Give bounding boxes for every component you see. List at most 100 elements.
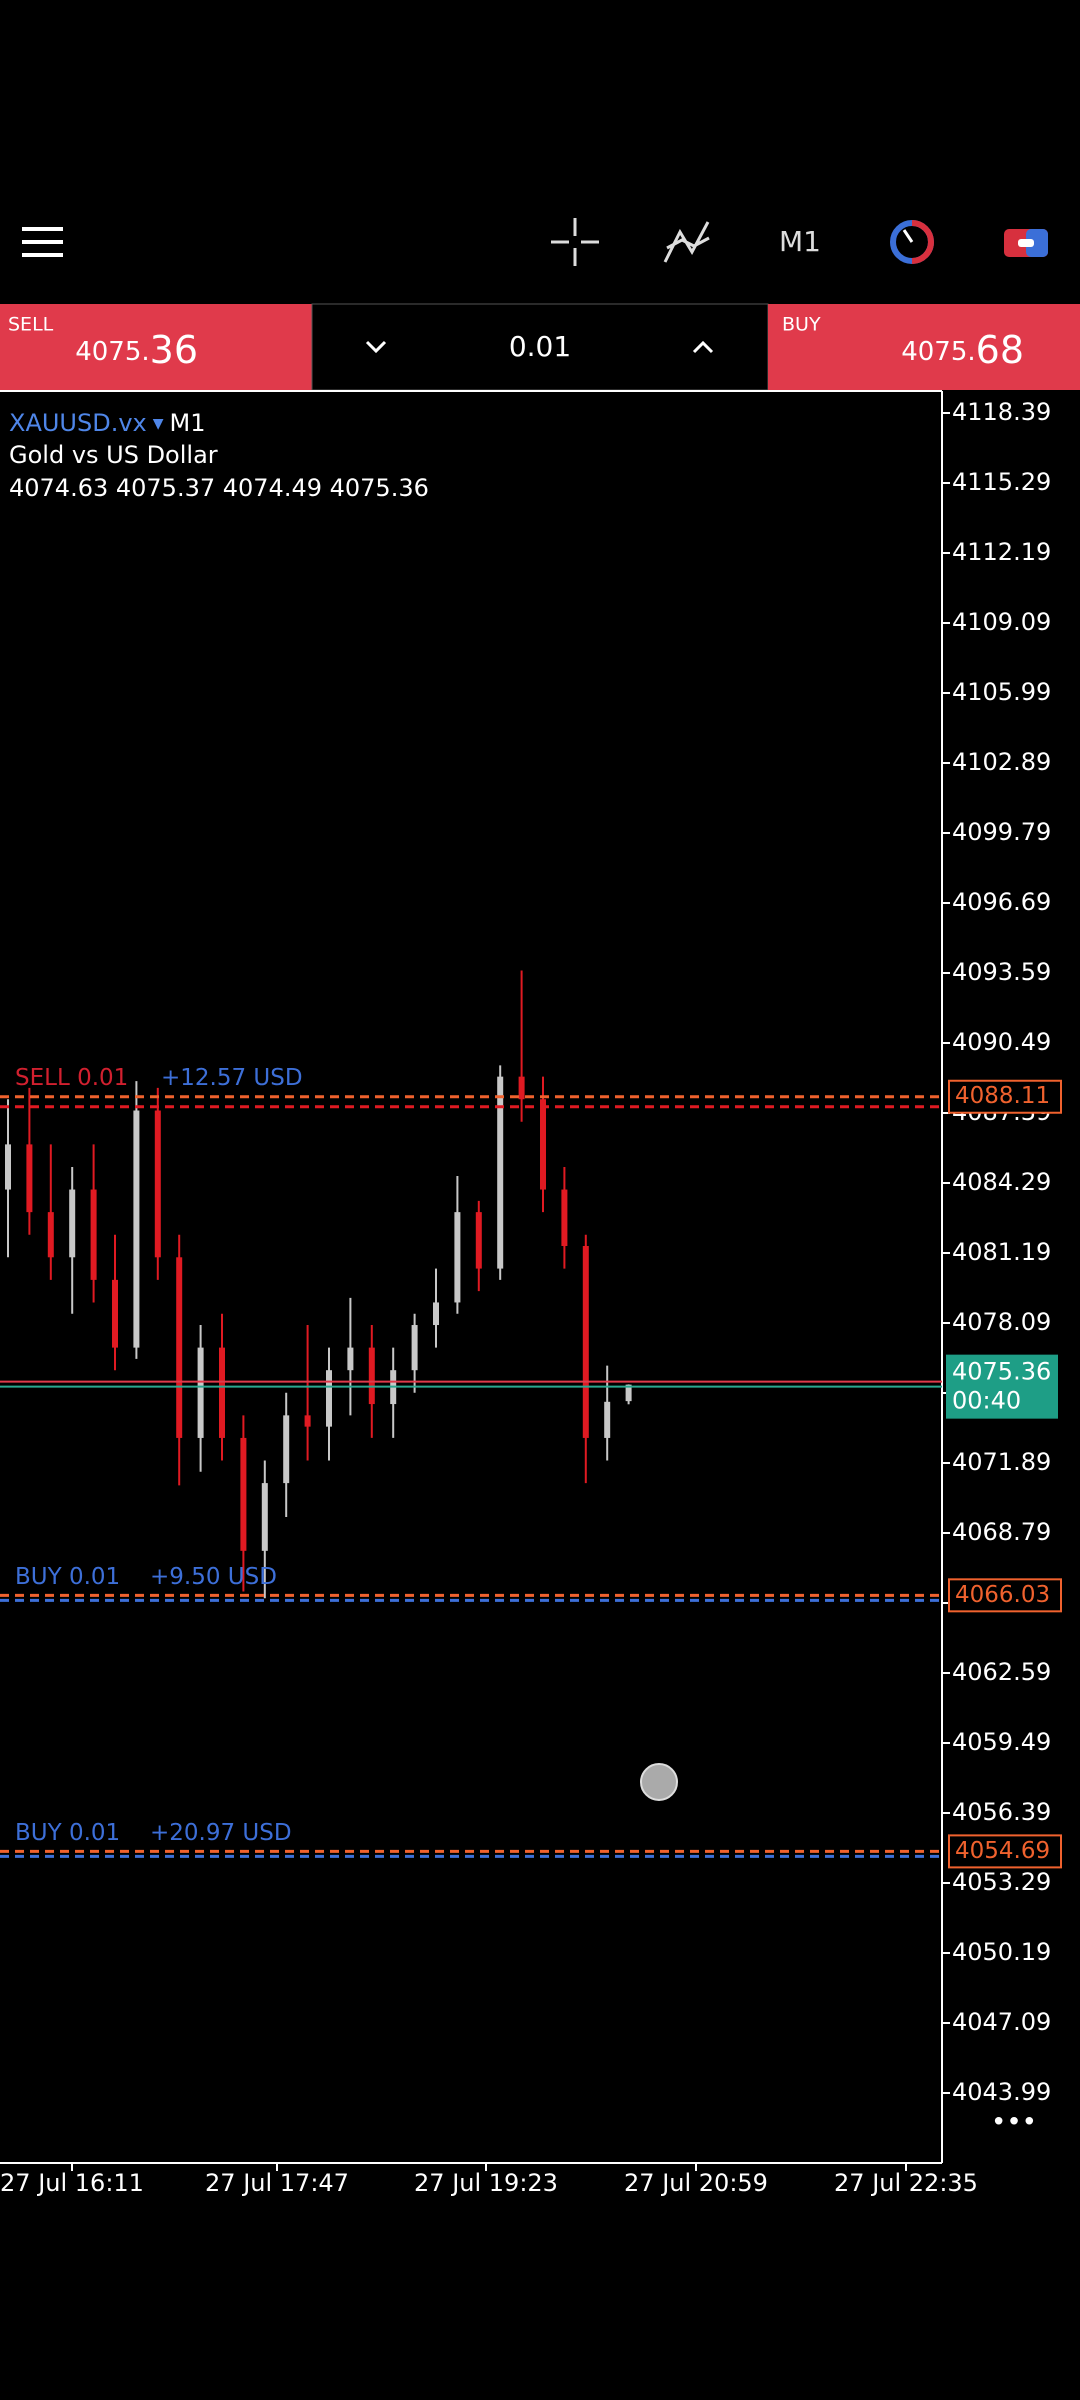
order-price-box <box>948 1079 1062 1114</box>
candle-body <box>197 1347 204 1438</box>
y-tick-label: 4118.39 <box>952 398 1051 426</box>
candle-body <box>540 1099 546 1190</box>
candle-body <box>26 1144 33 1213</box>
y-tick-label: 4093.59 <box>952 958 1051 986</box>
symbol[interactable]: XAUUSD.vx <box>9 409 147 437</box>
clock-button[interactable] <box>890 220 934 264</box>
candle-body <box>475 1212 482 1269</box>
x-tick-label: 27 Jul 19:23 <box>414 2169 558 2197</box>
candle-body <box>304 1415 311 1427</box>
indicators-button[interactable] <box>663 221 710 263</box>
candle-body <box>261 1483 268 1551</box>
order-price-label: 4054.69 <box>955 1838 1050 1864</box>
volume-down[interactable] <box>365 340 387 354</box>
y-tick-label: 4078.09 <box>952 1308 1051 1336</box>
more-button[interactable]: ••• <box>991 2108 1037 2138</box>
y-tick-label: 4050.19 <box>952 1938 1051 1966</box>
candle-body <box>112 1279 118 1348</box>
y-tick-label: 4109.09 <box>952 608 1051 636</box>
y-tick-label: 4059.49 <box>952 1728 1051 1756</box>
trade-button[interactable] <box>1004 229 1048 257</box>
candle-body <box>604 1401 611 1438</box>
candle-body <box>368 1347 375 1405</box>
buy-price: 4075.68 <box>901 328 1024 372</box>
candle-body <box>240 1437 247 1551</box>
y-tick-label: 4053.29 <box>952 1868 1051 1896</box>
candle-body <box>433 1302 439 1326</box>
y-tick-label: 4090.49 <box>952 1028 1051 1056</box>
y-tick-label: 4056.39 <box>952 1798 1051 1826</box>
order-profit: +20.97 USD <box>150 1820 292 1846</box>
volume-panel <box>311 303 769 391</box>
order-side: BUY 0.01 <box>15 1564 120 1590</box>
candle-body <box>154 1110 161 1258</box>
candle-body <box>411 1325 418 1371</box>
order-price-label: 4066.03 <box>955 1582 1050 1608</box>
y-tick-label: 4112.19 <box>952 538 1051 566</box>
y-tick-label: 4043.99 <box>952 2078 1051 2106</box>
buy-button[interactable]: BUY 4075.68 <box>768 304 1080 390</box>
y-tick-label: 4084.29 <box>952 1168 1051 1196</box>
symbol-description: Gold vs US Dollar <box>9 441 218 469</box>
candle-body <box>5 1144 11 1190</box>
candle-body <box>625 1384 632 1402</box>
sell-label: SELL <box>8 314 54 336</box>
volume[interactable]: 0.01 <box>509 330 571 363</box>
sell-price-big: 36 <box>150 328 198 372</box>
sell-price: 4075.36 <box>75 328 198 372</box>
order-profit: +12.57 USD <box>161 1065 303 1091</box>
sell-button[interactable]: SELL 4075.36 <box>0 304 312 390</box>
timeframe-button[interactable]: M1 <box>779 225 821 258</box>
candle-body <box>90 1189 97 1280</box>
candle-body <box>219 1347 225 1438</box>
buy-price-big: 68 <box>976 328 1024 372</box>
y-tick-label: 4102.89 <box>952 748 1051 776</box>
candle-body <box>283 1415 290 1484</box>
y-tick-label: 4047.09 <box>952 2008 1051 2036</box>
candle-body <box>133 1110 140 1348</box>
candle-body <box>582 1246 589 1438</box>
y-tick-label: 4099.79 <box>952 818 1051 846</box>
order-price-box <box>948 1578 1062 1613</box>
order-side: SELL 0.01 <box>15 1065 128 1091</box>
y-tick-label: 4062.59 <box>952 1658 1051 1686</box>
order-side: BUY 0.01 <box>15 1820 120 1846</box>
candle-body <box>176 1257 183 1438</box>
order-price-box <box>948 1834 1062 1869</box>
countdown: 00:40 <box>952 1387 1021 1415</box>
volume-up[interactable] <box>692 340 714 354</box>
candle-body <box>69 1189 76 1258</box>
candle-body <box>347 1347 354 1371</box>
order-price-label: 4088.11 <box>955 1083 1050 1109</box>
ohlc: 4074.63 4075.37 4074.49 4075.36 <box>9 474 429 502</box>
chart-header: XAUUSD.vx ▼ M1 <box>9 409 206 437</box>
x-tick-label: 27 Jul 20:59 <box>624 2169 768 2197</box>
current-price-label: 4075.36 <box>952 1358 1051 1386</box>
chart[interactable]: XAUUSD.vx ▼ M1 Gold vs US Dollar 4074.63 4… <box>0 390 1062 2197</box>
buy-price-main: 4075. <box>901 337 975 367</box>
touch-indicator <box>640 1763 678 1801</box>
x-tick-label: 27 Jul 16:11 <box>0 2169 144 2197</box>
sell-price-main: 4075. <box>75 337 149 367</box>
y-tick-label: 4096.69 <box>952 888 1051 916</box>
chart-timeframe: M1 <box>170 409 206 437</box>
candle-body <box>326 1370 332 1427</box>
candle-body <box>497 1076 504 1269</box>
candle-body <box>454 1212 461 1303</box>
order-profit: +9.50 USD <box>150 1564 277 1590</box>
y-tick-label: 4081.19 <box>952 1238 1051 1266</box>
candle-body <box>561 1189 568 1246</box>
y-tick-label: 4115.29 <box>952 468 1051 496</box>
buy-label: BUY <box>782 314 821 336</box>
menu-button[interactable] <box>20 227 66 257</box>
x-tick-label: 27 Jul 17:47 <box>205 2169 349 2197</box>
y-tick-label: 4071.89 <box>952 1448 1051 1476</box>
current-price-box <box>946 1354 1058 1419</box>
y-tick-label: 4068.79 <box>952 1518 1051 1546</box>
crosshair-button[interactable] <box>551 218 599 266</box>
candle-body <box>518 1076 525 1100</box>
y-tick-label: 4105.99 <box>952 678 1051 706</box>
candle-body <box>47 1212 54 1258</box>
